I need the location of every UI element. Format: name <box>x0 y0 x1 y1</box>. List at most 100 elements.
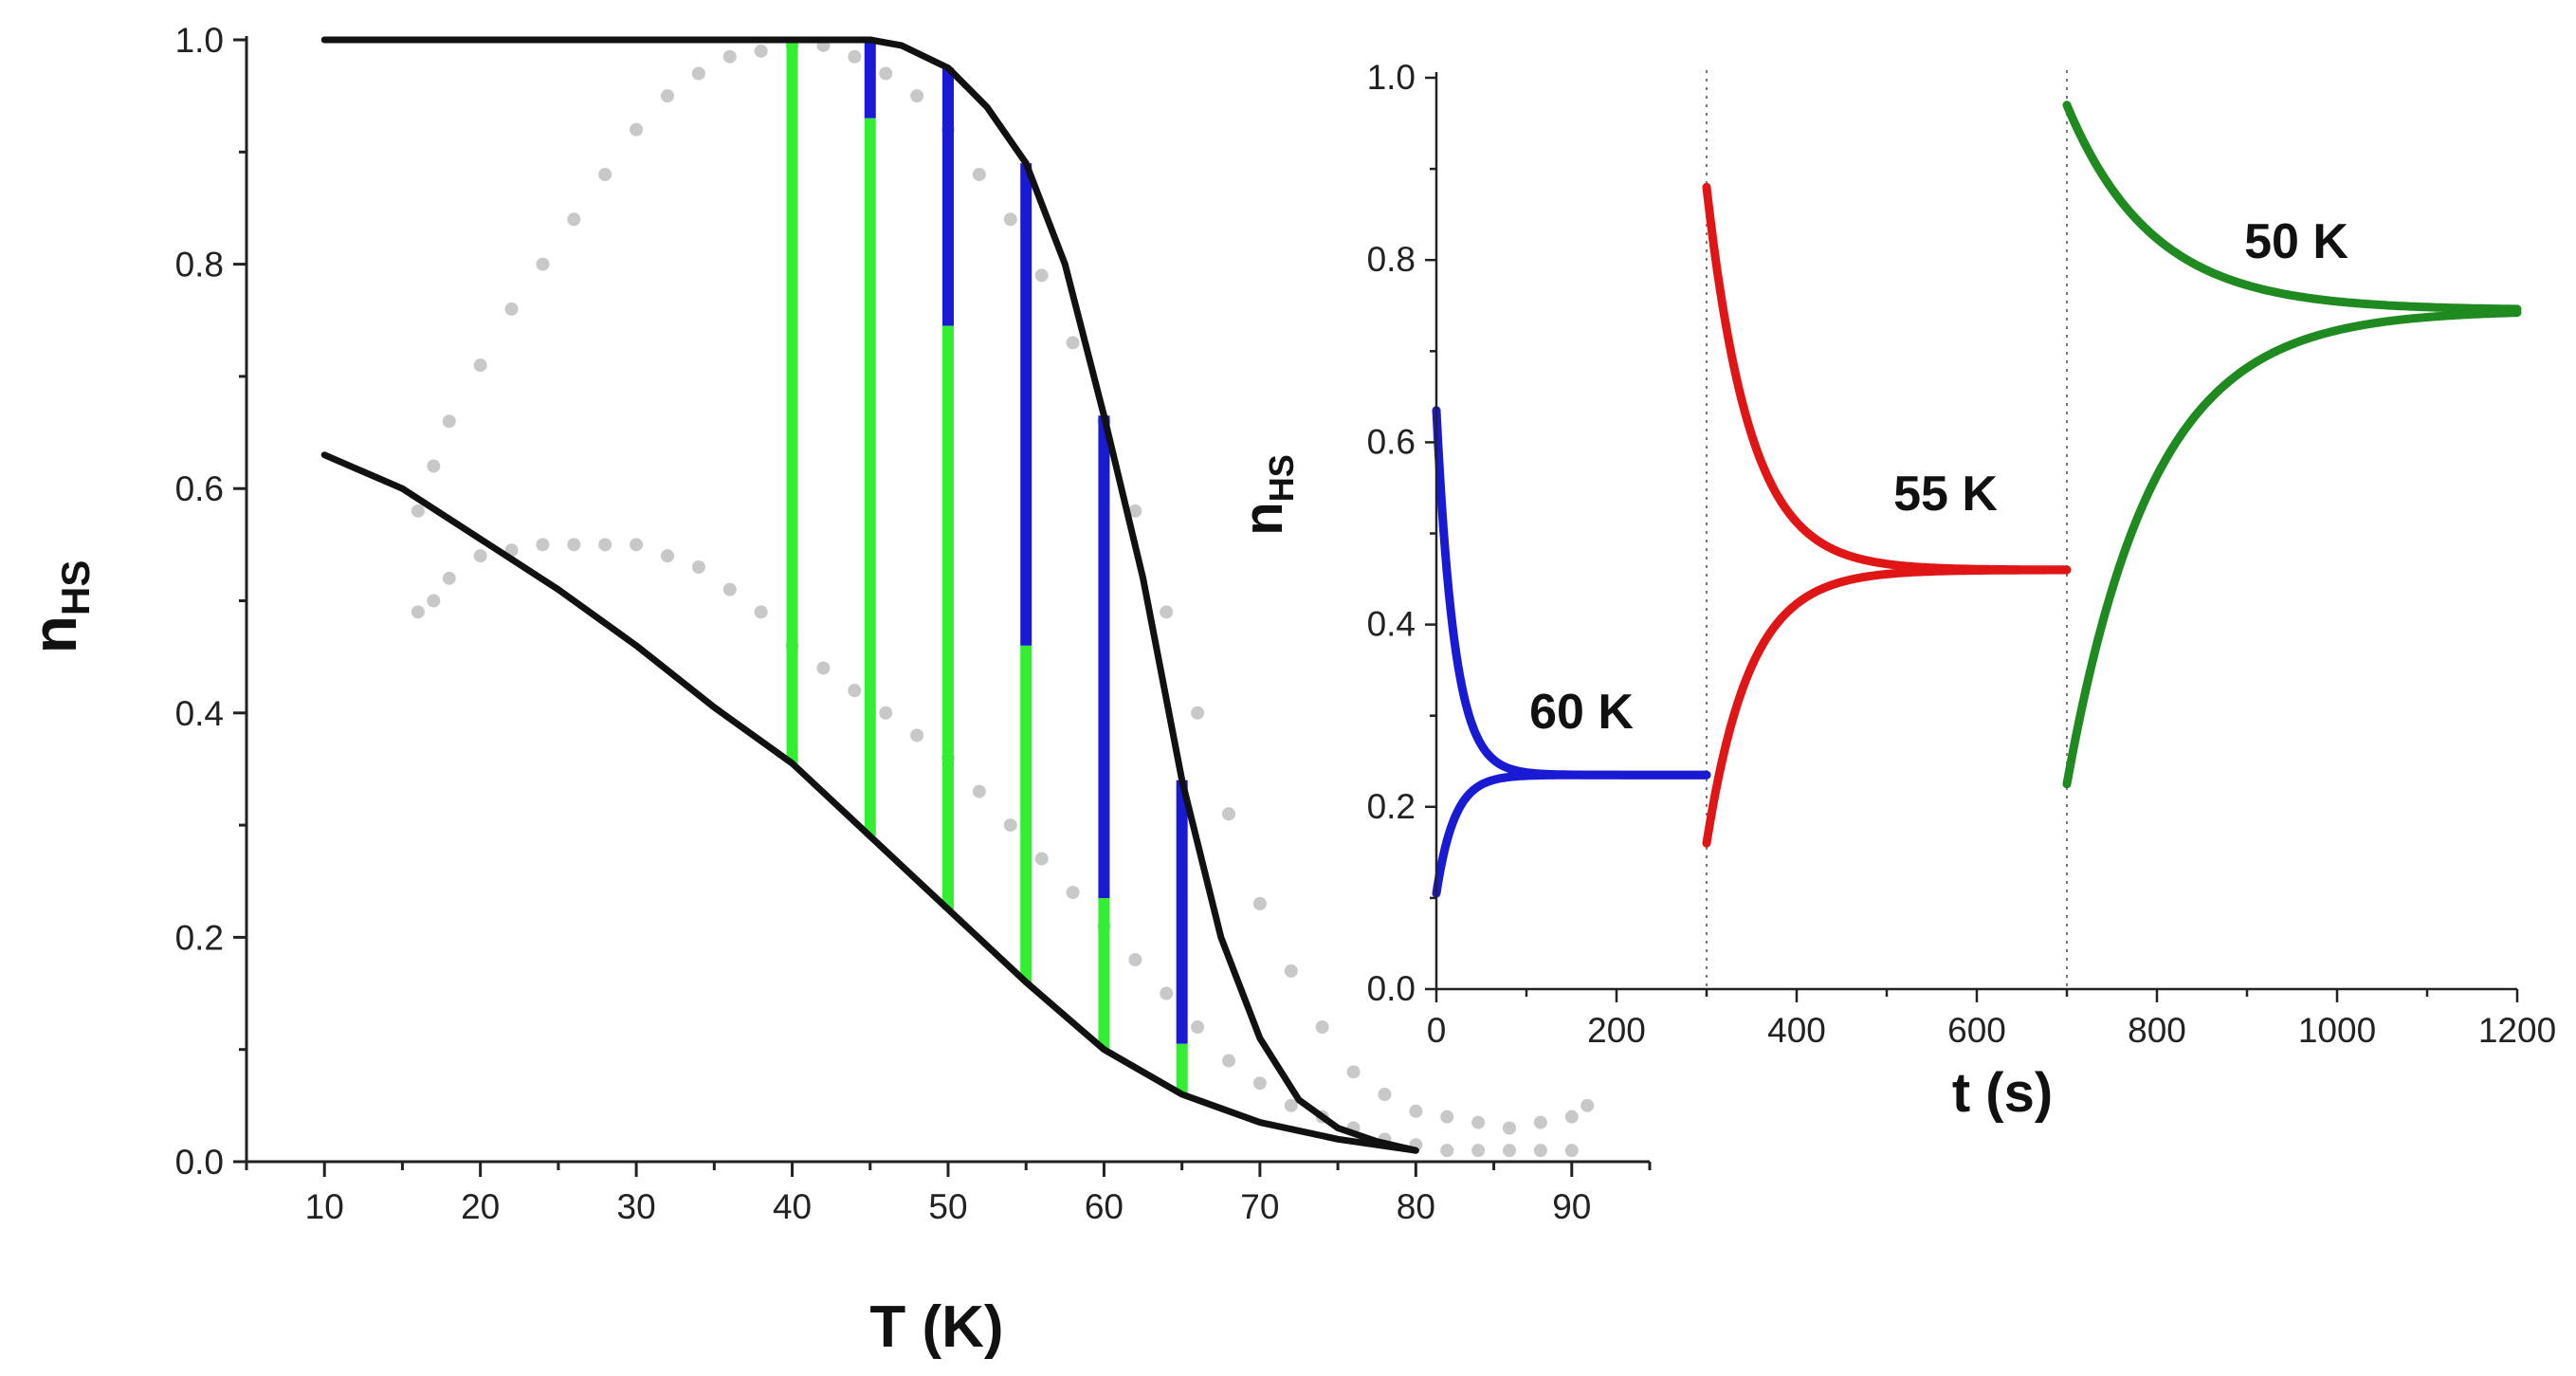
main-y-tick-label: 0.2 <box>175 918 224 957</box>
experimental-gray-upper-point <box>630 122 644 137</box>
experimental-gray-upper-point <box>1503 1121 1516 1135</box>
temperature-label-50K: 50 K <box>2244 214 2348 269</box>
relaxation-50K-rise <box>2062 308 2522 789</box>
experimental-gray-lower-point <box>1252 1076 1267 1091</box>
experimental-gray-lower-point <box>972 784 986 798</box>
main-x-tick-label: 40 <box>773 1187 812 1226</box>
experimental-gray-upper-point <box>1580 1098 1595 1112</box>
upper-curve <box>320 36 1419 1154</box>
experimental-gray-upper-point <box>1034 268 1049 283</box>
main-y-tick-label: 0.6 <box>175 469 224 508</box>
main-x-tick-label: 60 <box>1085 1187 1124 1226</box>
inset-x-tick-label: 800 <box>2128 1011 2186 1050</box>
inset-y-axis-title: nHS <box>1233 454 1301 535</box>
experimental-gray-upper-point <box>1252 896 1267 910</box>
experimental-gray-upper-point <box>473 358 487 373</box>
experimental-gray-lower-point <box>1440 1144 1454 1158</box>
experimental-gray-upper-point <box>1191 706 1205 720</box>
main-y-axis-title: nHS <box>19 560 98 654</box>
main-y-axis-title-main: n <box>19 615 89 653</box>
inset-y-axis-title-main: n <box>1233 502 1294 535</box>
inset-separators <box>1706 70 2068 989</box>
experimental-gray-upper-point <box>972 167 986 181</box>
experimental-gray-lower-point <box>1533 1144 1547 1158</box>
main-vertical-bars <box>786 40 1188 1095</box>
main-x-tick-label: 70 <box>1240 1187 1279 1226</box>
experimental-gray-lower-point <box>1003 818 1017 833</box>
experimental-gray-lower-point <box>816 661 831 675</box>
main-y-tick-label: 0.4 <box>175 694 224 733</box>
main-x-tick-label: 10 <box>305 1187 344 1226</box>
experimental-gray-upper-point <box>1222 807 1235 821</box>
experimental-gray-upper-point <box>661 89 674 103</box>
experimental-gray-upper-point <box>1128 504 1142 518</box>
main-y-tick-label: 0.0 <box>175 1143 224 1182</box>
experimental-gray-lower-point <box>691 560 705 575</box>
experimental-gray-lower-point <box>879 706 893 720</box>
inset-x-tick-label: 200 <box>1587 1011 1646 1050</box>
experimental-gray-upper-point <box>1564 1110 1579 1124</box>
relaxation-55K-rise <box>1702 565 2072 848</box>
inset-y-axis-title-sub: HS <box>1262 454 1301 502</box>
experimental-gray-lower-point <box>1503 1144 1516 1158</box>
main-experimental-points <box>411 38 1595 1158</box>
inset-x-tick-label: 1200 <box>2478 1011 2556 1050</box>
experimental-gray-upper-point <box>1284 963 1298 978</box>
main-plot: 0.0 0.2 0.4 0.6 0.8 1.0 10 20 30 40 50 60 70 80 90 T (… <box>19 21 1652 1360</box>
experimental-gray-upper-point <box>1346 1065 1361 1079</box>
experimental-gray-lower-point <box>848 684 862 698</box>
inset-x-tick-label: 400 <box>1767 1011 1826 1050</box>
experimental-gray-lower-point <box>1160 986 1174 1000</box>
inset-x-tick-label: 600 <box>1947 1011 2006 1050</box>
main-y-axis-title-sub: HS <box>53 560 98 615</box>
inset-x-tick-label: 0 <box>1427 1011 1447 1050</box>
main-x-tick-label: 50 <box>928 1187 967 1226</box>
experimental-gray-upper-point <box>442 414 456 429</box>
relaxation-55K-decay <box>1702 182 2072 575</box>
experimental-gray-upper-point <box>567 212 581 227</box>
lower-curve <box>320 451 1419 1154</box>
main-x-tick-label: 90 <box>1552 1187 1591 1226</box>
main-x-axis-title: T (K) <box>869 1294 1003 1360</box>
inset-y-tick-label: 0.8 <box>1367 240 1416 279</box>
experimental-gray-lower-point <box>1034 852 1049 866</box>
experimental-gray-upper-point <box>1003 212 1017 227</box>
experimental-gray-upper-point <box>411 504 425 518</box>
main-curves <box>320 36 1419 1154</box>
experimental-gray-lower-point <box>722 582 737 596</box>
inset-y-tick-label: 0.4 <box>1367 605 1416 644</box>
main-y-tick-label: 0.8 <box>175 246 224 284</box>
experimental-gray-lower-point <box>1191 1020 1205 1035</box>
experimental-gray-lower-point <box>1066 886 1080 900</box>
experimental-gray-lower-point <box>411 605 425 619</box>
relaxation-50K-decay <box>2062 101 2522 314</box>
temperature-label-60K: 60 K <box>1529 685 1634 740</box>
experimental-gray-lower-point <box>1471 1144 1486 1158</box>
experimental-gray-upper-point <box>536 257 550 271</box>
experimental-gray-lower-point <box>630 538 644 552</box>
inset-plot: 0.00.20.40.60.81.00 200 400 600 800 1000 1200 … <box>1233 58 2556 1124</box>
inset-x-tick-label: 1000 <box>2298 1011 2376 1050</box>
experimental-gray-upper-point <box>722 49 737 64</box>
experimental-gray-upper-point <box>427 459 441 473</box>
main-axes: 0.0 0.2 0.4 0.6 0.8 1.0 10 20 30 40 50 60 70 80 90 <box>175 21 1652 1226</box>
inset-axes: 0.0 0.2 0.4 0.6 0.8 1.0 0 200 400 600 800 1000 1200 <box>1367 58 2557 1050</box>
experimental-gray-upper-point <box>754 44 768 58</box>
inset-y-tick-label: 0.2 <box>1367 787 1416 826</box>
experimental-gray-upper-point <box>1066 336 1080 350</box>
experimental-gray-upper-point <box>1533 1115 1547 1129</box>
experimental-gray-lower-point <box>1284 1098 1298 1112</box>
main-y-tick-label: 1.0 <box>175 21 224 60</box>
experimental-gray-lower-point <box>1564 1144 1579 1158</box>
experimental-gray-upper-point <box>1409 1104 1423 1118</box>
experimental-gray-upper-point <box>1160 605 1174 619</box>
experimental-gray-lower-point <box>567 538 581 552</box>
inset-y-tick-label: 0.0 <box>1367 969 1416 1008</box>
experimental-gray-lower-point <box>598 538 612 552</box>
experimental-gray-upper-point <box>848 49 862 64</box>
experimental-gray-lower-point <box>536 538 550 552</box>
inset-x-axis-title: t (s) <box>1952 1062 2053 1124</box>
inset-annotations: 60 K 55 K 50 K <box>1529 214 2348 740</box>
experimental-gray-upper-point <box>1315 1020 1329 1035</box>
